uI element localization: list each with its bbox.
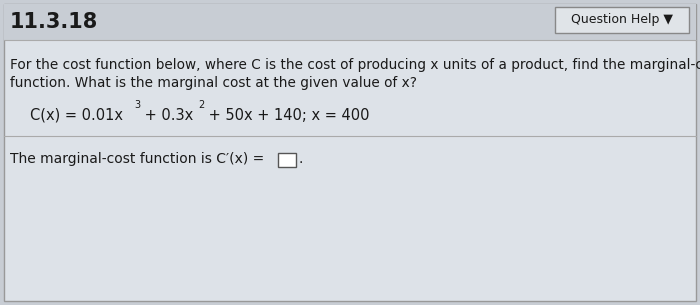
Text: function. What is the marginal cost at the given value of x?: function. What is the marginal cost at t… (10, 76, 417, 90)
Text: For the cost function below, where C is the cost of producing x units of a produ: For the cost function below, where C is … (10, 58, 700, 72)
FancyBboxPatch shape (555, 7, 689, 33)
Text: The marginal-cost function is C′(x) =: The marginal-cost function is C′(x) = (10, 152, 269, 166)
Text: 11.3.18: 11.3.18 (10, 12, 98, 32)
Text: + 0.3x: + 0.3x (140, 108, 193, 123)
Text: Question Help ▼: Question Help ▼ (571, 13, 673, 27)
FancyBboxPatch shape (278, 153, 296, 167)
Text: 2: 2 (198, 100, 204, 110)
Text: 3: 3 (134, 100, 140, 110)
Text: C(x) = 0.01x: C(x) = 0.01x (30, 108, 123, 123)
FancyBboxPatch shape (4, 4, 696, 301)
FancyBboxPatch shape (4, 4, 696, 40)
Text: + 50x + 140; x = 400: + 50x + 140; x = 400 (204, 108, 370, 123)
Text: .: . (298, 152, 302, 166)
